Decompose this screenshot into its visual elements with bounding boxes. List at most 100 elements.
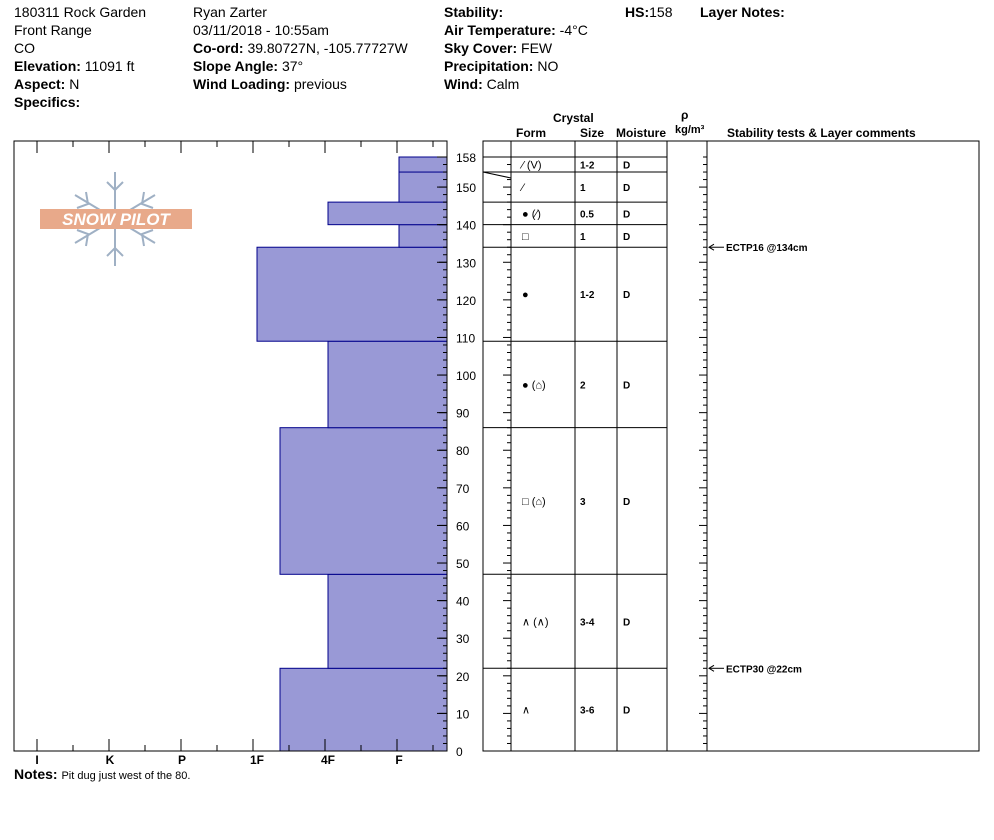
elevation-value: 11091 ft bbox=[84, 58, 135, 74]
moisture-value: D bbox=[623, 617, 630, 628]
x-tick-label: P bbox=[178, 753, 186, 767]
y-tick-label: 140 bbox=[456, 219, 476, 233]
moisture-value: D bbox=[623, 497, 630, 508]
profile-frame bbox=[13, 140, 448, 752]
crystal-size: 2 bbox=[580, 380, 586, 391]
crystal-size: 3 bbox=[580, 497, 586, 508]
site-range: Front Range bbox=[14, 22, 92, 38]
coord-label: Co-ord: bbox=[193, 40, 244, 56]
aspect-value: N bbox=[69, 76, 80, 92]
moisture-value: D bbox=[623, 232, 630, 243]
notes-value: Pit dug just west of the 80. bbox=[61, 770, 191, 782]
specifics-label: Specifics: bbox=[14, 94, 81, 110]
crystal-size: 1-2 bbox=[580, 161, 595, 172]
hardness-bar bbox=[327, 573, 448, 669]
notes-label: Notes: bbox=[14, 766, 58, 782]
moisture-value: D bbox=[623, 380, 630, 391]
crystal-form: ∧ (∧) bbox=[522, 616, 549, 628]
moisture-value: D bbox=[623, 706, 630, 717]
crystal-size: 0.5 bbox=[580, 209, 594, 220]
y-tick-label: 120 bbox=[456, 294, 476, 308]
moisture-value: D bbox=[623, 209, 630, 220]
logo-text: SNOW PILOT bbox=[62, 210, 171, 229]
crystal-form: □ bbox=[522, 231, 529, 243]
wind-row: Wind: Calm bbox=[444, 76, 519, 92]
y-tick-label: 20 bbox=[456, 670, 470, 684]
observer-name: Ryan Zarter bbox=[193, 4, 267, 20]
hardness-bar bbox=[279, 667, 448, 752]
arrow-head-icon bbox=[708, 243, 715, 251]
hardness-bar bbox=[398, 156, 448, 173]
sky-row: Sky Cover: FEW bbox=[444, 40, 552, 56]
hardness-bar bbox=[327, 340, 448, 429]
slope-label: Slope Angle: bbox=[193, 58, 279, 74]
y-tick-label: 130 bbox=[456, 256, 476, 270]
y-tick-label: 40 bbox=[456, 595, 470, 609]
hs-label: HS: bbox=[625, 4, 650, 20]
stability-header: Stability tests & Layer comments bbox=[727, 126, 916, 140]
notes-row: Notes: Pit dug just west of the 80. bbox=[14, 766, 190, 784]
y-tick-label: 0 bbox=[456, 745, 463, 759]
y-tick-label: 30 bbox=[456, 632, 470, 646]
x-tick-label: I bbox=[35, 753, 38, 767]
site-name: 180311 Rock Garden bbox=[14, 4, 147, 20]
crystal-size: 1-2 bbox=[580, 290, 595, 301]
sky-value: FEW bbox=[521, 40, 553, 56]
hardness-bar bbox=[279, 427, 448, 575]
y-tick-label: 158 bbox=[456, 151, 476, 165]
elevation-row: Elevation: 11091 ft bbox=[14, 58, 134, 74]
x-tick-label: K bbox=[106, 753, 115, 767]
precip-row: Precipitation: NO bbox=[444, 58, 558, 74]
hs-row: HS:158 bbox=[625, 4, 672, 20]
y-tick-label: 10 bbox=[456, 707, 470, 721]
size-header: Size bbox=[580, 126, 605, 140]
aspect-row: Aspect: N bbox=[14, 76, 79, 92]
y-tick-label: 70 bbox=[456, 482, 470, 496]
crystal-size: 3-6 bbox=[580, 706, 595, 717]
elevation-label: Elevation: bbox=[14, 58, 81, 74]
logo-banner bbox=[40, 209, 192, 229]
wind-label: Wind: bbox=[444, 76, 483, 92]
stability-label: Stability: bbox=[444, 4, 504, 20]
crystal-form: ∧ bbox=[522, 705, 530, 717]
coord-value: 39.80727N, -105.77727W bbox=[247, 40, 408, 56]
wind-loading-value: previous bbox=[293, 76, 347, 92]
y-tick-label: 150 bbox=[456, 181, 476, 195]
crystal-header: Crystal bbox=[553, 111, 594, 125]
slope-row: Slope Angle: 37° bbox=[193, 58, 303, 74]
air-temp-value: -4°C bbox=[559, 22, 588, 38]
crystal-size: 1 bbox=[580, 183, 586, 194]
x-tick-label: F bbox=[395, 753, 402, 767]
y-tick-label: 60 bbox=[456, 519, 470, 533]
rho-header: ρ bbox=[681, 108, 689, 122]
crystal-size: 3-4 bbox=[580, 617, 595, 628]
layer-notes-label: Layer Notes: bbox=[700, 4, 785, 20]
density-unit-header: kg/m³ bbox=[675, 124, 705, 136]
crystal-form: ⁄ (V) bbox=[519, 160, 542, 172]
hardness-bar bbox=[327, 201, 448, 226]
y-tick-label: 110 bbox=[456, 331, 475, 345]
precip-value: NO bbox=[537, 58, 559, 74]
precip-label: Precipitation: bbox=[444, 58, 534, 74]
stability-test-label: ECTP30 @22cm bbox=[726, 664, 802, 675]
air-temp-row: Air Temperature: -4°C bbox=[444, 22, 588, 38]
stability-test-label: ECTP16 @134cm bbox=[726, 243, 808, 254]
crystal-form: ● (⌂) bbox=[522, 379, 546, 391]
hardness-bar bbox=[256, 246, 448, 342]
site-state: CO bbox=[14, 40, 35, 56]
wind-loading-row: Wind Loading: previous bbox=[193, 76, 347, 92]
moisture-value: D bbox=[623, 290, 630, 301]
crystal-form: ● bbox=[522, 289, 529, 301]
y-tick-label: 90 bbox=[456, 407, 470, 421]
sky-label: Sky Cover: bbox=[444, 40, 518, 56]
crystal-form: □ (⌂) bbox=[522, 496, 546, 508]
crystal-form: ⁄ bbox=[519, 182, 526, 194]
wind-loading-label: Wind Loading: bbox=[193, 76, 291, 92]
aspect-label: Aspect: bbox=[14, 76, 66, 92]
moisture-value: D bbox=[623, 161, 630, 172]
moisture-header: Moisture bbox=[616, 126, 667, 140]
arrow-head-icon bbox=[708, 664, 715, 672]
layer-table-frame bbox=[482, 140, 980, 752]
x-tick-label: 4F bbox=[321, 753, 335, 767]
crystal-form: ● (⁄) bbox=[522, 208, 541, 220]
